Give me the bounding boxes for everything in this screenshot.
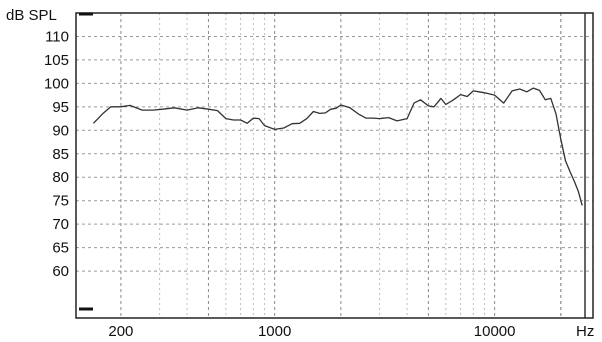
y-tick-label: 110 bbox=[45, 28, 69, 45]
x-axis-label: Hz bbox=[576, 323, 594, 340]
y-tick-label: 75 bbox=[52, 193, 69, 210]
y-tick-label: 80 bbox=[52, 169, 69, 186]
y-tick-label: 90 bbox=[52, 122, 69, 139]
y-tick-label: 100 bbox=[44, 75, 69, 92]
y-tick-label: 60 bbox=[52, 263, 69, 280]
plot-background bbox=[76, 13, 593, 318]
y-tick-label: 65 bbox=[52, 240, 69, 257]
y-tick-label: 70 bbox=[52, 216, 69, 233]
plot-frame bbox=[75, 12, 594, 319]
response-curve bbox=[92, 87, 583, 206]
minor-grid bbox=[159, 13, 486, 318]
series-layer bbox=[92, 87, 583, 206]
y-tick-label: 105 bbox=[44, 52, 69, 69]
y-tick-label: 85 bbox=[52, 146, 69, 163]
x-axis-ticks: 200 1000 10000 bbox=[108, 323, 515, 340]
x-tick-label: 200 bbox=[108, 323, 133, 340]
y-tick-label: 95 bbox=[52, 99, 69, 116]
x-tick-label: 10000 bbox=[474, 323, 516, 340]
y-axis-label: dB SPL bbox=[6, 7, 57, 24]
major-grid bbox=[76, 13, 593, 318]
y-axis-ticks: 60 65 70 75 80 85 90 95 100 105 110 bbox=[44, 28, 69, 280]
x-tick-label: 1000 bbox=[258, 323, 291, 340]
